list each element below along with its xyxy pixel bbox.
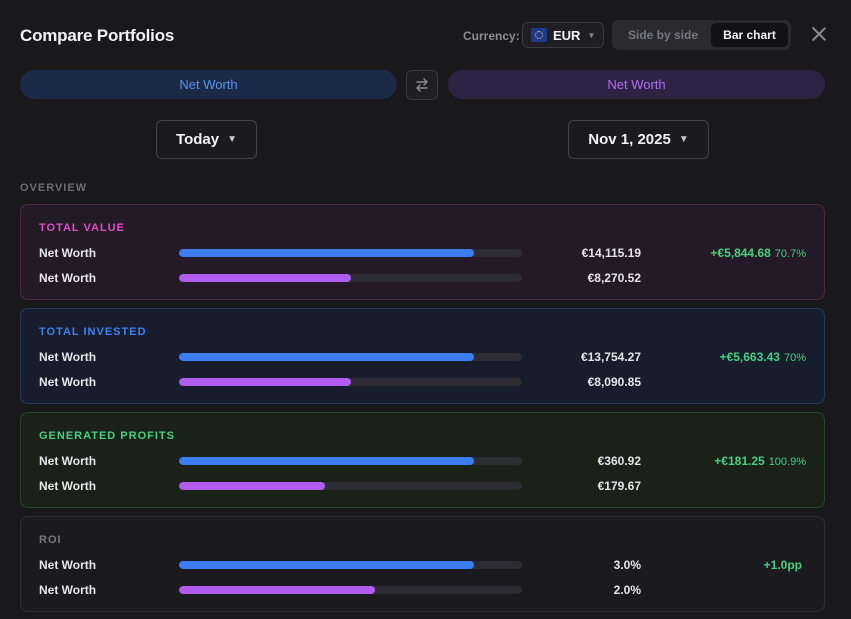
comparison-row: Net Worth 2.0% [21,582,824,598]
delta-amount: +1.0pp [763,558,802,572]
chevron-down-icon: ▼ [587,30,596,40]
bar-track [179,274,522,282]
row-label: Net Worth [39,583,97,597]
row-value: €360.92 [597,454,641,468]
bar-track [179,482,522,490]
row-value: €13,754.27 [580,350,641,364]
caret-down-icon: ▼ [678,134,689,145]
card-title: GENERATED PROFITS [39,430,175,442]
row-label: Net Worth [39,246,97,260]
currency-value: EUR [553,27,581,43]
card-title: TOTAL VALUE [39,222,125,234]
bar-fill [179,274,351,282]
comparison-row: Net Worth €8,270.52 [21,270,824,286]
bar-track [179,561,522,569]
row-label: Net Worth [39,454,97,468]
eu-flag-icon [531,28,547,42]
left-date-select[interactable]: Today ▼ [156,120,257,159]
card-title: TOTAL INVESTED [39,326,147,338]
card-title: ROI [39,534,62,546]
currency-label: Currency: [463,29,520,43]
right-portfolio-select[interactable]: Net Worth [448,70,825,99]
page-title: Compare Portfolios [20,26,175,45]
close-icon[interactable] [811,26,827,42]
row-label: Net Worth [39,375,97,389]
left-date-label: Today [176,131,220,148]
bar-fill [179,457,474,465]
row-value: €179.67 [597,479,641,493]
comparison-row: Net Worth €8,090.85 [21,374,824,390]
swap-button[interactable] [406,70,438,100]
generated-profits-card: GENERATED PROFITS Net Worth €360.92 +€18… [20,412,825,508]
comparison-row: Net Worth €360.92 +€181.25 100.9% [21,453,824,469]
total-invested-card: TOTAL INVESTED Net Worth €13,754.27 +€5,… [20,308,825,404]
row-value: 2.0% [613,583,641,597]
bar-fill [179,561,474,569]
view-toggle: Side by side Bar chart [612,20,791,50]
delta: +€181.25 100.9% [714,454,806,468]
row-value: €8,270.52 [587,271,641,285]
swap-icon [416,78,428,92]
side-by-side-button[interactable]: Side by side [627,28,699,42]
delta-amount: +€5,663.43 [719,350,780,364]
delta-amount: +€181.25 [714,454,765,468]
bar-fill [179,353,474,361]
row-value: 3.0% [613,558,641,572]
bar-track [179,378,522,386]
bar-track [179,353,522,361]
delta: +€5,844.68 70.7% [710,246,806,260]
row-label: Net Worth [39,271,97,285]
caret-down-icon: ▼ [227,134,237,145]
row-value: €14,115.19 [581,246,641,260]
currency-select[interactable]: EUR ▼ [522,22,604,48]
bar-fill [179,482,325,490]
delta-percent: 70.7% [774,248,806,260]
delta-percent: 100.9% [768,456,806,468]
bar-fill [179,249,474,257]
right-date-select[interactable]: Nov 1, 2025 ▼ [568,120,709,159]
bar-fill [179,378,351,386]
row-value: €8,090.85 [587,375,641,389]
delta-amount: +€5,844.68 [710,246,771,260]
row-label: Net Worth [39,558,97,572]
bar-fill [179,586,375,594]
bar-chart-button[interactable]: Bar chart [711,23,788,47]
delta-percent: 70% [783,352,806,364]
comparison-row: Net Worth €14,115.19 +€5,844.68 70.7% [21,245,824,261]
delta: +€5,663.43 70% [720,350,806,364]
header: Compare Portfolios Currency: EUR ▼ Side … [20,20,831,52]
bar-track [179,586,522,594]
row-label: Net Worth [39,479,97,493]
left-portfolio-select[interactable]: Net Worth [20,70,397,99]
comparison-row: Net Worth €13,754.27 +€5,663.43 70% [21,349,824,365]
row-label: Net Worth [39,350,97,364]
bar-track [179,457,522,465]
total-value-card: TOTAL VALUE Net Worth €14,115.19 +€5,844… [20,204,825,300]
delta: +1.0pp [764,558,806,572]
roi-card: ROI Net Worth 3.0% +1.0pp Net Worth 2.0% [20,516,825,612]
overview-label: OVERVIEW [20,182,88,194]
comparison-row: Net Worth €179.67 [21,478,824,494]
comparison-row: Net Worth 3.0% +1.0pp [21,557,824,573]
right-date-label: Nov 1, 2025 [588,131,671,148]
bar-track [179,249,522,257]
